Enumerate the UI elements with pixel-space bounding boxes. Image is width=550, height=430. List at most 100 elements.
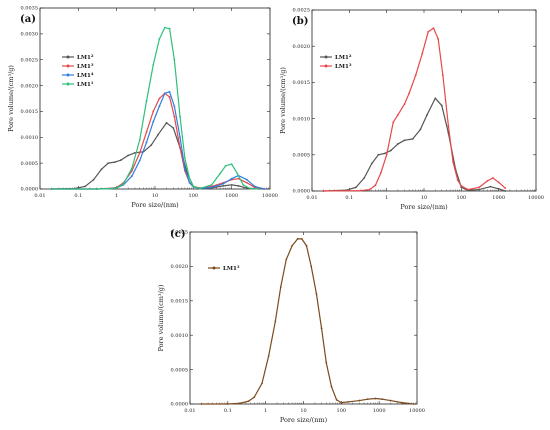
legend-label-sub: 2 (349, 53, 352, 58)
data-point (389, 399, 392, 402)
x-tick-label: 0.01 (34, 193, 45, 199)
data-point (242, 183, 245, 186)
y-tick-label: 0.0020 (21, 83, 39, 89)
data-point (437, 38, 440, 40)
data-point (50, 188, 53, 190)
data-point (320, 327, 323, 330)
data-point (210, 183, 213, 186)
legend-label-sub: 3 (91, 62, 94, 67)
data-point (274, 320, 277, 323)
data-point (440, 104, 443, 107)
legend-label: LM12 (77, 53, 94, 61)
legend-label: LM13 (335, 62, 352, 70)
series-line (51, 92, 265, 190)
x-tick-label: 0.1 (224, 408, 232, 414)
x-axis-label: Pore size/(nm) (131, 201, 179, 209)
data-point (95, 188, 98, 190)
data-point (426, 114, 428, 116)
y-axis-label: Pore volume/(cm³/g) (279, 67, 287, 134)
data-point (486, 179, 489, 182)
data-point (131, 170, 133, 172)
data-point (460, 186, 463, 189)
data-point (145, 141, 148, 144)
data-point (355, 186, 357, 189)
data-point (504, 190, 507, 192)
data-point (412, 403, 415, 405)
data-point (296, 237, 299, 240)
data-point (340, 401, 343, 404)
data-point (263, 188, 265, 190)
data-point (107, 162, 110, 165)
data-point (236, 172, 239, 175)
plot-frame (39, 7, 271, 190)
x-tick-label: 10 (152, 193, 158, 199)
y-tick-label: 0.0010 (171, 333, 189, 339)
data-point (114, 161, 116, 164)
x-tick-label: 100 (457, 195, 467, 201)
legend-marker (66, 64, 70, 68)
series-line (51, 27, 259, 190)
y-axis-label: Pore volume/(cm³/g) (157, 284, 165, 351)
data-point (158, 105, 161, 108)
data-point (253, 396, 256, 399)
data-point (158, 97, 161, 100)
data-point (359, 189, 362, 192)
data-point (447, 124, 450, 127)
data-point (419, 128, 422, 131)
data-point (145, 100, 148, 102)
data-point (92, 178, 95, 181)
data-point (427, 30, 430, 33)
x-tick-label: 0.1 (74, 193, 82, 199)
data-point (504, 187, 507, 190)
data-point (179, 115, 181, 118)
data-point (491, 177, 494, 179)
data-point (84, 185, 86, 188)
data-point (120, 159, 122, 161)
legend-label-sub: 2 (91, 53, 94, 58)
data-point (261, 382, 263, 385)
legend-label: LM13 (77, 62, 94, 70)
data-point (467, 188, 469, 191)
data-point (163, 92, 166, 95)
data-point (403, 139, 406, 142)
y-tick-label: 0.0000 (171, 402, 189, 408)
chart-panel-a: 0.01 0.1 1 10 100 1000 10000 0.0000 0.0005 0.0010… (7, 6, 278, 209)
data-point (152, 63, 155, 66)
data-point (138, 159, 141, 162)
data-point (150, 144, 153, 146)
data-point (460, 185, 463, 187)
data-point (179, 136, 181, 139)
data-point (173, 115, 176, 118)
data-point (434, 97, 437, 100)
data-point (168, 96, 171, 98)
legend-marker (66, 73, 70, 77)
data-point (188, 181, 191, 184)
data-point (392, 121, 395, 124)
data-point (199, 187, 201, 190)
data-point (489, 185, 492, 188)
data-point (222, 182, 225, 185)
data-point (363, 177, 366, 179)
y-axis-label: Pore volume/(cm³/g) (7, 65, 15, 132)
data-point (310, 265, 313, 268)
data-point (325, 361, 328, 364)
data-point (246, 181, 248, 184)
data-point (291, 244, 294, 247)
data-point (377, 153, 380, 156)
x-tick-label: 0.1 (345, 195, 353, 201)
legend-label: LM13 (223, 264, 240, 272)
data-point (238, 402, 241, 405)
legend-label-sub: 4 (91, 71, 94, 76)
data-point (138, 151, 141, 154)
data-point (478, 188, 481, 191)
x-tick-label: 1000 (225, 193, 238, 199)
data-point (138, 138, 141, 141)
legend-label-sub: 3 (349, 62, 352, 67)
data-point (192, 185, 195, 188)
y-tick-label: 0.0020 (293, 44, 311, 50)
data-point (335, 398, 338, 401)
data-point (127, 154, 130, 157)
series-line (51, 91, 265, 190)
data-point (134, 151, 136, 154)
data-point (384, 152, 386, 155)
